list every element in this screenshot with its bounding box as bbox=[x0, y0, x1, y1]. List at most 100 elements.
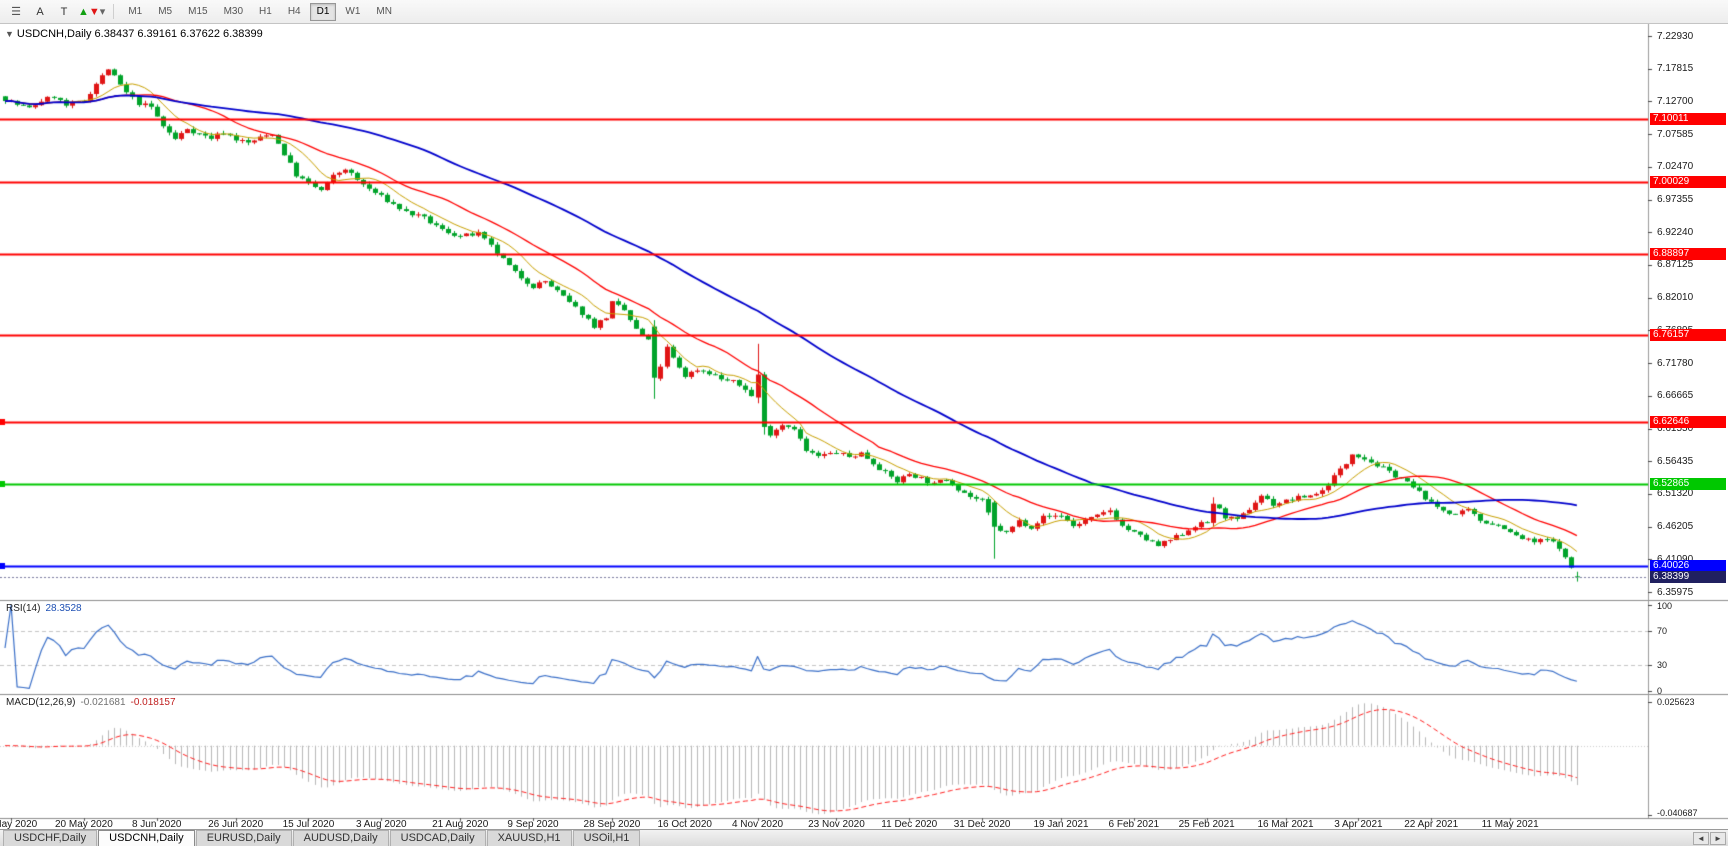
hline-price-tag: 7.10011 bbox=[1650, 112, 1726, 125]
time-axis-label: 16 Oct 2020 bbox=[657, 819, 712, 830]
macd-axis-tick: -0.040687 bbox=[1657, 808, 1698, 818]
timeframe-h1[interactable]: H1 bbox=[259, 5, 272, 17]
timeframe-w1[interactable]: W1 bbox=[345, 5, 361, 17]
price-axis-tick: 6.66665 bbox=[1657, 390, 1694, 402]
chart-tab-bar: USDCHF,Daily USDCNH,Daily EURUSD,Daily AUDU… bbox=[0, 829, 1728, 846]
tab-audusd-daily[interactable]: AUDUSD,Daily bbox=[292, 830, 389, 846]
symbol-period-label: USDCNH,Daily bbox=[16, 28, 92, 40]
price-axis-tick: 6.82010 bbox=[1657, 292, 1694, 304]
time-axis-label: 11 May 2021 bbox=[1481, 819, 1539, 830]
macd-name: MACD(12,26,9) bbox=[6, 697, 76, 708]
price-axis-tick: 7.17815 bbox=[1657, 63, 1694, 75]
tabs: USDCHF,Daily USDCNH,Daily EURUSD,Daily AUDU… bbox=[0, 830, 641, 846]
timeframe-m15[interactable]: M15 bbox=[188, 5, 208, 17]
hline-price-tag: 6.88897 bbox=[1650, 247, 1726, 260]
rsi-axis-tick: 70 bbox=[1657, 625, 1668, 636]
price-axis-tick: 6.97355 bbox=[1657, 194, 1694, 206]
time-axis-label: 31 Dec 2020 bbox=[953, 819, 1011, 830]
tab-usdcad-daily[interactable]: USDCAD,Daily bbox=[389, 830, 486, 846]
hline-price-tag: 7.00029 bbox=[1650, 176, 1726, 189]
text-t-icon-glyph: T bbox=[60, 5, 68, 18]
toolbar: ☰ A T ▲ ▼ ▾ M1 M5 M15 M30 H1 H4 D1 W1 MN bbox=[0, 0, 1728, 24]
price-axis-tick: 7.07585 bbox=[1657, 128, 1694, 140]
collapse-arrow-icon[interactable]: ▼ bbox=[5, 29, 14, 39]
text-t-icon[interactable]: T bbox=[53, 2, 75, 22]
macd-main-value: -0.021681 bbox=[80, 697, 126, 708]
time-axis-label: 16 Mar 2021 bbox=[1257, 819, 1314, 830]
time-axis-label: 23 Nov 2020 bbox=[808, 819, 865, 830]
chart-style-icon-glyph: ▾ bbox=[99, 6, 106, 18]
price-axis-tick: 7.22930 bbox=[1657, 30, 1694, 42]
rsi-indicator-label: RSI(14) 28.3528 bbox=[6, 603, 82, 614]
macd-indicator-label: MACD(12,26,9) -0.021681 -0.018157 bbox=[6, 697, 176, 708]
tab-usdcnh-daily[interactable]: USDCNH,Daily bbox=[98, 830, 195, 846]
time-axis-label: 20 May 2020 bbox=[54, 819, 113, 830]
tab-xauusd-h1[interactable]: XAUUSD,H1 bbox=[486, 830, 572, 846]
time-axis-label: 1 May 2020 bbox=[0, 819, 38, 830]
timeframe-d1[interactable]: D1 bbox=[309, 2, 337, 21]
chart-title: ▼ USDCNH,Daily 6.38437 6.39161 6.37622 6.… bbox=[5, 28, 263, 40]
timeframe-mn[interactable]: MN bbox=[376, 5, 392, 17]
timeframe-h4[interactable]: H4 bbox=[287, 5, 301, 17]
chart-style-icon-glyph: ▼ bbox=[88, 5, 100, 18]
price-axis-tick: 7.02470 bbox=[1657, 161, 1694, 173]
time-axis-label: 8 Jun 2020 bbox=[131, 819, 182, 830]
hline-price-tag: 6.52865 bbox=[1650, 478, 1726, 491]
tab-scroll-left-icon[interactable]: ◄ bbox=[1693, 832, 1709, 845]
text-a-icon-glyph: A bbox=[36, 5, 44, 18]
time-axis-label: 11 Dec 2020 bbox=[881, 819, 938, 830]
timeframe-m30[interactable]: M30 bbox=[223, 5, 244, 17]
time-axis-label: 3 Apr 2021 bbox=[1334, 819, 1383, 830]
time-axis-label: 6 Feb 2021 bbox=[1108, 819, 1160, 830]
price-axis-tick: 6.56435 bbox=[1657, 455, 1694, 467]
price-axis-tick: 6.46205 bbox=[1657, 521, 1694, 533]
time-axis-label: 22 Apr 2021 bbox=[1404, 819, 1459, 830]
menu-icon-glyph: ☰ bbox=[11, 6, 21, 18]
price-axis-tick: 6.51320 bbox=[1657, 488, 1694, 500]
rsi-name: RSI(14) bbox=[6, 603, 41, 614]
rsi-axis-tick: 0 bbox=[1657, 686, 1663, 696]
price-axis-tick: 6.61550 bbox=[1657, 423, 1694, 435]
price-axis-tick: 6.35975 bbox=[1657, 586, 1694, 598]
timeframe-m1[interactable]: M1 bbox=[128, 5, 143, 17]
hline-price-tag: 6.62646 bbox=[1650, 415, 1726, 428]
tab-eurusd-daily[interactable]: EURUSD,Daily bbox=[195, 830, 292, 846]
chart-style-icon[interactable]: ▲ ▼ ▾ bbox=[77, 2, 106, 22]
chart-canvas[interactable] bbox=[0, 24, 1728, 829]
price-axis-tick: 7.12700 bbox=[1657, 95, 1694, 107]
ohlc-values: 6.38437 6.39161 6.37622 6.38399 bbox=[94, 28, 263, 40]
macd-axis-tick: 0.025623 bbox=[1657, 697, 1695, 707]
time-axis-label: 28 Sep 2020 bbox=[583, 819, 641, 830]
text-a-icon[interactable]: A bbox=[29, 2, 51, 22]
toolbar-icons: ☰ A T ▲ ▼ ▾ bbox=[4, 2, 107, 22]
timeframe-buttons: M1 M5 M15 M30 H1 H4 D1 W1 MN bbox=[120, 2, 400, 21]
chart-region: ▼ USDCNH,Daily 6.38437 6.39161 6.37622 6.… bbox=[0, 24, 1728, 830]
price-axis-tick: 6.71780 bbox=[1657, 357, 1694, 369]
time-axis-label: 4 Nov 2020 bbox=[731, 819, 784, 830]
rsi-axis-tick: 100 bbox=[1657, 601, 1673, 611]
time-axis-label: 9 Sep 2020 bbox=[507, 819, 559, 830]
rsi-value: 28.3528 bbox=[45, 603, 82, 614]
time-axis-label: 15 Jul 2020 bbox=[282, 819, 335, 830]
time-axis-label: 19 Jan 2021 bbox=[1033, 819, 1089, 830]
toolbar-separator bbox=[113, 4, 115, 19]
chart-style-icon-glyph: ▲ bbox=[78, 5, 89, 18]
time-axis-label: 21 Aug 2020 bbox=[432, 819, 489, 830]
price-axis-tick: 6.41090 bbox=[1657, 554, 1693, 565]
tab-scroll-right-icon[interactable]: ► bbox=[1710, 832, 1726, 845]
tab-usdchf-daily[interactable]: USDCHF,Daily bbox=[3, 830, 98, 846]
price-axis-tick: 6.87125 bbox=[1657, 259, 1694, 271]
menu-icon[interactable]: ☰ bbox=[5, 2, 27, 22]
time-axis-label: 26 Jun 2020 bbox=[208, 819, 264, 830]
hline-price-tag: 6.40026 bbox=[1650, 560, 1726, 573]
timeframe-m5[interactable]: M5 bbox=[158, 5, 173, 17]
macd-signal-value: -0.018157 bbox=[130, 697, 176, 708]
time-axis-label: 25 Feb 2021 bbox=[1178, 819, 1235, 830]
price-axis-tick: 6.92240 bbox=[1657, 226, 1694, 238]
hline-price-tag: 6.76157 bbox=[1650, 329, 1726, 342]
time-axis-label: 3 Aug 2020 bbox=[355, 819, 407, 830]
rsi-axis-tick: 30 bbox=[1657, 660, 1668, 671]
tab-scroll-buttons: ◄ ► bbox=[1692, 832, 1726, 845]
tab-usoil-h1[interactable]: USOil,H1 bbox=[572, 830, 641, 846]
